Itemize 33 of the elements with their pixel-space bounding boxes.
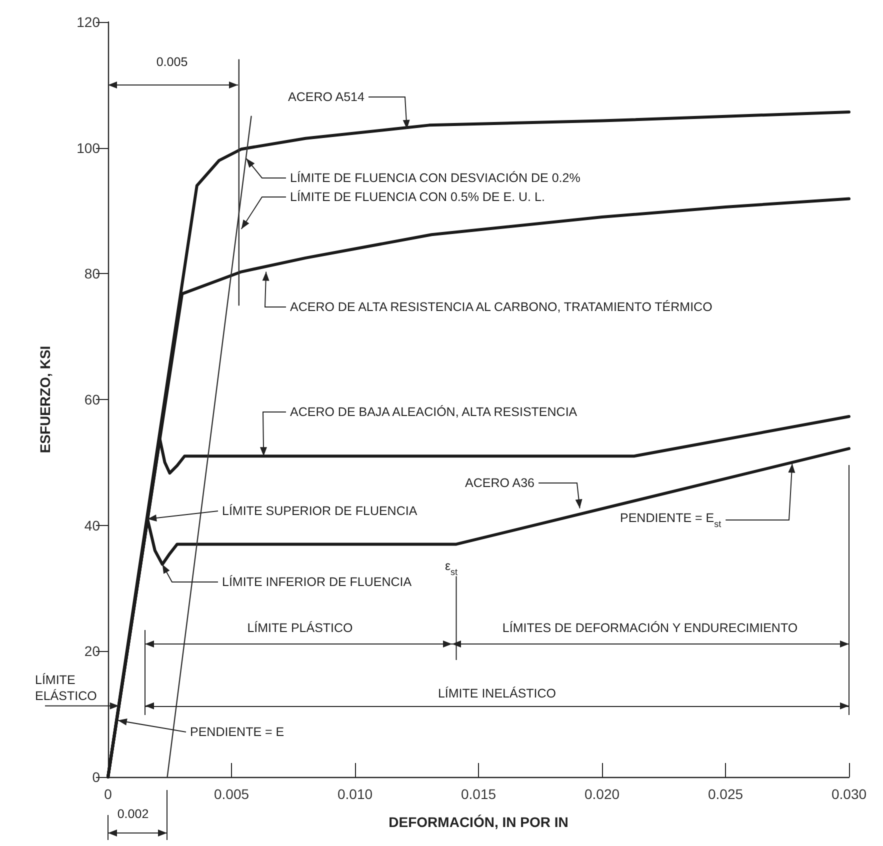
annotation: LÍMITE INFERIOR DE FLUENCIA xyxy=(222,575,412,589)
text: 0.002 xyxy=(117,807,149,821)
y-tick-label: 20 xyxy=(84,643,100,660)
x-tick-label: 0.030 xyxy=(831,786,867,802)
annotation: LÍMITE PLÁSTICO xyxy=(247,621,354,635)
x-tick-label: 0.020 xyxy=(584,786,620,802)
y-tick-label: 120 xyxy=(76,14,100,30)
y-tick-label: 80 xyxy=(84,266,100,282)
x-tick-label: 0.010 xyxy=(337,786,373,802)
annotation: 0.005 xyxy=(156,55,188,69)
y-axis-title: ESFUERZO, KSI xyxy=(37,346,53,454)
x-tick-label: 0.025 xyxy=(708,786,744,802)
y-tick-label: 60 xyxy=(84,392,100,408)
annotation: ACERO DE ALTA RESISTENCIA AL CARBONO, TRATAMIENTO TÉRMICO xyxy=(290,300,713,314)
annotation: LÍMITE ELÁSTICO xyxy=(35,672,98,703)
y-tick-label: 0 xyxy=(92,769,100,785)
annotation: LÍMITES DE DEFORMACIÓN Y ENDURECIMIENTO xyxy=(502,621,798,635)
annotation: PENDIENTE = E$_{st}$ xyxy=(620,511,722,529)
annotation: ACERO A36 xyxy=(465,476,535,490)
y-tick-label: 100 xyxy=(76,140,100,156)
x-tick-label: 0 xyxy=(104,786,112,802)
annotation: LÍMITE SUPERIOR DE FLUENCIA xyxy=(222,504,418,518)
ref-line-label: LÍMITE INELÁSTICO xyxy=(438,686,556,700)
annotation: LÍMITE DE FLUENCIA CON 0.5% DE E. U. L. xyxy=(290,190,545,204)
y-tick-label: 40 xyxy=(84,517,100,534)
x-axis-title: DEFORMACIÓN, IN POR IN xyxy=(388,814,568,830)
annotation: ε$_{st}$ xyxy=(444,559,458,578)
annotation: PENDIENTE = E xyxy=(190,725,284,739)
annotation: ACERO DE BAJA ALEACIÓN, ALTA RESISTENCIA xyxy=(290,405,578,419)
annotation: ACERO A514 xyxy=(288,90,364,104)
x-tick-label: 0.005 xyxy=(214,786,250,802)
annotation: LÍMITE DE FLUENCIA CON DESVIACIÓN DE 0.2% xyxy=(290,171,580,185)
x-tick-label: 0.015 xyxy=(460,786,496,802)
